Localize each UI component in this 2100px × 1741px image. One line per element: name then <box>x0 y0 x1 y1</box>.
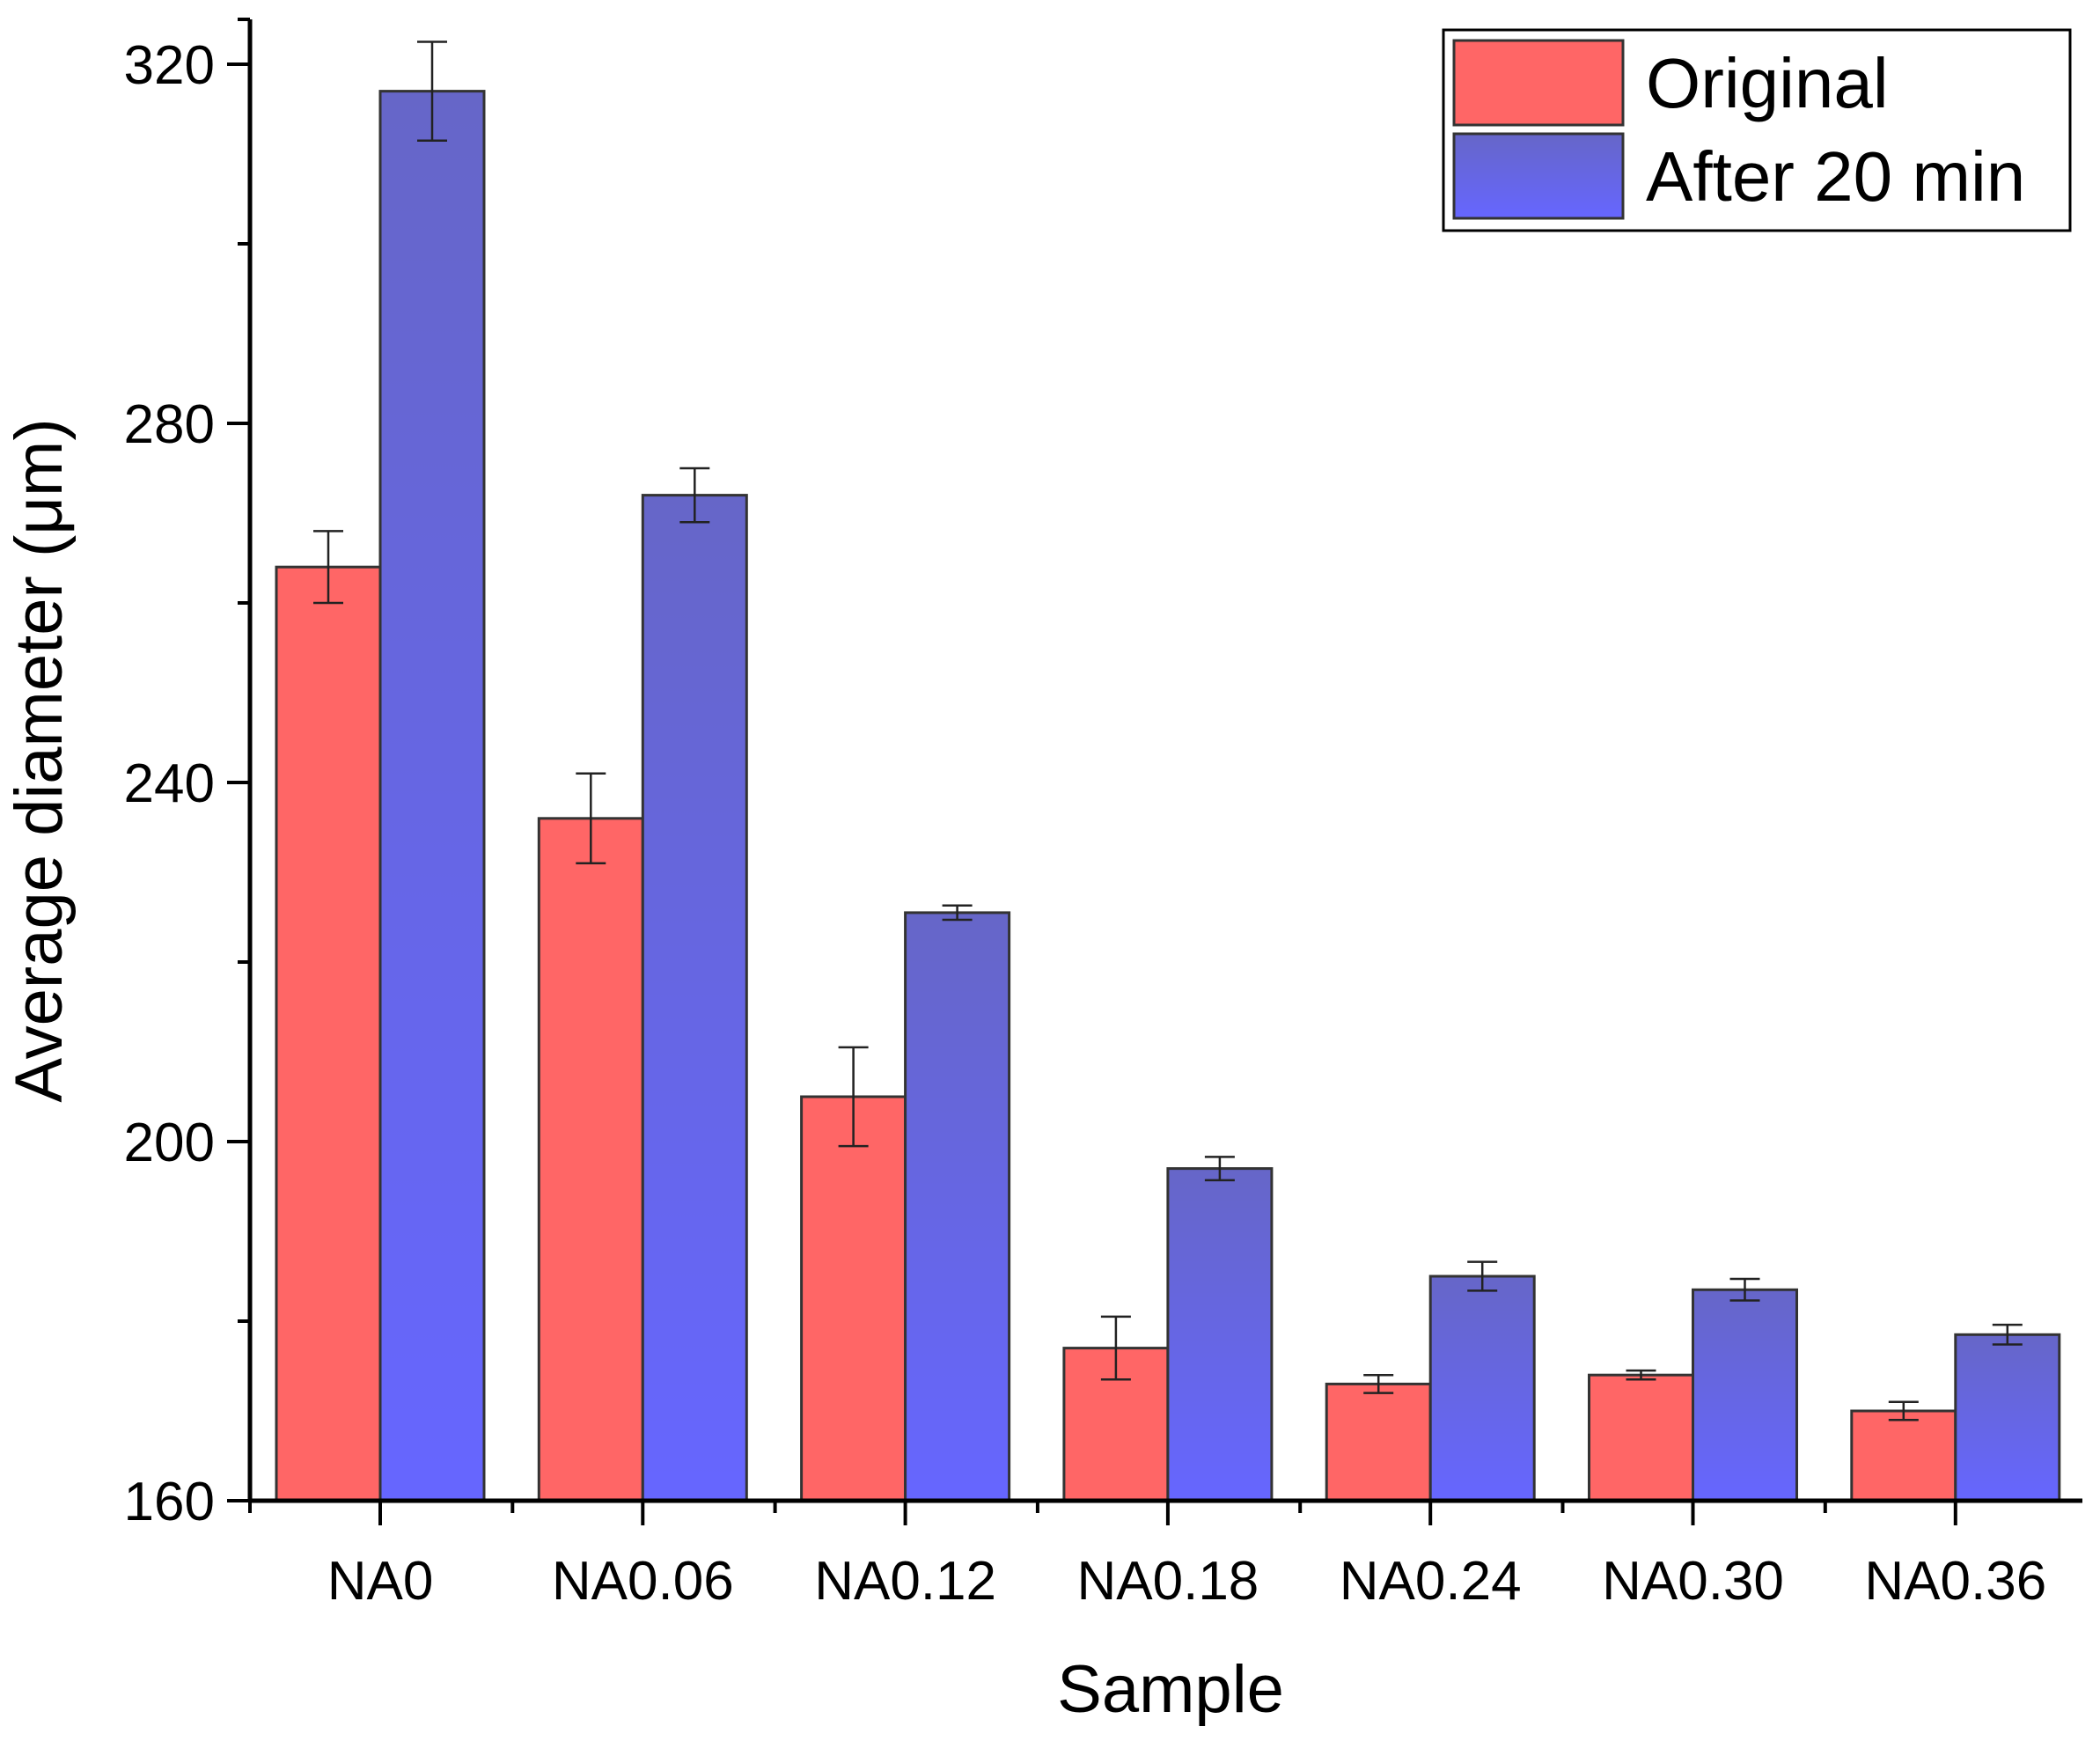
error-bar-after-20-min-na0 <box>417 40 447 142</box>
x-tick-label-na0-12: NA0.12 <box>814 1551 996 1612</box>
bar-original-na0-06 <box>537 817 644 1502</box>
x-tick-label-na0: NA0 <box>327 1551 434 1612</box>
bar-original-na0-12 <box>800 1095 907 1502</box>
bar-after-20-min-na0-24 <box>1428 1275 1536 1502</box>
error-bar-original-na0-36 <box>1888 1400 1919 1421</box>
x-axis-title: Sample <box>1057 1652 1284 1727</box>
x-tick-label-na0-30: NA0.30 <box>1602 1551 1784 1612</box>
x-tick-label-na0-18: NA0.18 <box>1076 1551 1259 1612</box>
y-tick-label-160: 160 <box>124 1472 215 1532</box>
x-axis-ticks: NA0 NA0.06 NA0.12 NA0.18 NA0.24 NA0.30 NA0.36 <box>248 1501 2046 1612</box>
error-bar-original-na0-30 <box>1626 1369 1656 1381</box>
plot-area <box>275 40 2061 1502</box>
error-bar-after-20-min-na0-12 <box>942 904 973 922</box>
bar-original-na0-36 <box>1850 1409 1957 1502</box>
error-bar-original-na0-12 <box>838 1046 869 1148</box>
bar-after-20-min-na0-36 <box>1954 1333 2061 1502</box>
x-tick-label-na0-24: NA0.24 <box>1340 1551 1522 1612</box>
y-tick-label-240: 240 <box>124 753 215 814</box>
y-axis-ticks: 160 200 240 280 320 <box>124 18 250 1532</box>
bar-after-20-min-na0-30 <box>1692 1288 1798 1502</box>
legend-label-original: Original <box>1646 44 1889 122</box>
bar-after-20-min-na0-06 <box>641 494 748 1502</box>
legend: Original After 20 min <box>1442 28 2072 232</box>
error-bar-original-na0-18 <box>1100 1315 1131 1381</box>
bar-after-20-min-na0-12 <box>904 911 1011 1502</box>
y-tick-label-200: 200 <box>124 1113 215 1173</box>
bar-original-na0 <box>275 565 382 1502</box>
error-bar-original-na0-24 <box>1363 1373 1394 1394</box>
y-tick-label-320: 320 <box>124 35 215 96</box>
error-bar-after-20-min-na0-30 <box>1729 1277 1760 1302</box>
bar-original-na0-30 <box>1588 1373 1694 1502</box>
error-bar-after-20-min-na0-06 <box>679 466 710 524</box>
legend-label-after-20-min: After 20 min <box>1646 137 2025 216</box>
error-bar-after-20-min-na0-18 <box>1204 1156 1235 1182</box>
error-bar-after-20-min-na0-24 <box>1467 1260 1498 1292</box>
bar-after-20-min-na0 <box>378 90 486 1502</box>
bar-after-20-min-na0-18 <box>1166 1167 1274 1502</box>
error-bar-original-na0 <box>313 530 343 605</box>
legend-swatch-after-20-min <box>1452 132 1625 220</box>
y-tick-label-280: 280 <box>124 394 215 455</box>
y-axis-title: Average diameter (μm) <box>2 418 77 1102</box>
error-bar-original-na0-06 <box>576 772 606 865</box>
error-bar-after-20-min-na0-36 <box>1992 1323 2023 1346</box>
x-tick-label-na0-06: NA0.06 <box>552 1551 734 1612</box>
x-tick-label-na0-36: NA0.36 <box>1864 1551 2046 1612</box>
bar-original-na0-24 <box>1325 1382 1432 1502</box>
legend-swatch-original <box>1452 39 1625 127</box>
